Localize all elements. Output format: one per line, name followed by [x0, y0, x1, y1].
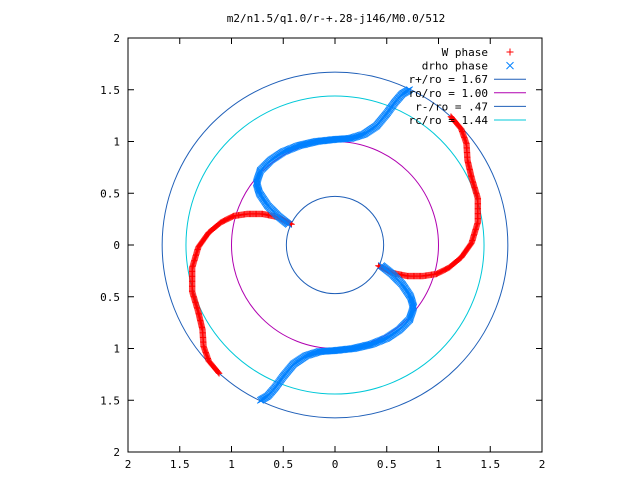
- legend-label: rc/ro = 1.44: [409, 114, 489, 127]
- drho-phase-point: [371, 339, 379, 347]
- drho-phase-point: [379, 336, 387, 344]
- drho-phase-point: [378, 336, 386, 344]
- x-tick-label: 1.5: [170, 458, 190, 471]
- drho-phase-point: [382, 335, 390, 343]
- w-phase-point: [447, 113, 455, 120]
- drho-phase-point: [359, 131, 367, 139]
- radius-circle: [285, 195, 385, 295]
- drho-phase-point: [377, 336, 385, 345]
- x-tick-label: 1: [435, 458, 442, 471]
- drho-phase-point: [284, 146, 292, 154]
- y-tick-label: 0: [113, 239, 120, 252]
- legend-label: W phase: [442, 46, 488, 59]
- drho-phase-point: [291, 143, 299, 151]
- y-tick-label: 0.5: [100, 291, 120, 304]
- y-tick-label: 1: [113, 136, 120, 149]
- drho-phase-point: [282, 147, 290, 155]
- drho-phase-point: [288, 144, 296, 153]
- x-tick-label: 0.5: [377, 458, 397, 471]
- drho-phase-point: [374, 337, 382, 346]
- radius-circle: [161, 71, 509, 419]
- radius-circle: [185, 95, 485, 395]
- y-tick-label: 2: [113, 446, 120, 459]
- y-tick-label: 0.5: [100, 187, 120, 200]
- x-tick-label: 0: [332, 458, 339, 471]
- y-tick-label: 2: [113, 32, 120, 45]
- x-tick-label: 2: [125, 458, 132, 471]
- drho-phase-point: [286, 145, 294, 153]
- x-tick-label: 0.5: [273, 458, 293, 471]
- drho-phase-point: [289, 144, 297, 152]
- y-tick-label: 1: [113, 343, 120, 356]
- drho-phase-point: [380, 335, 388, 343]
- drho-phase-point: [280, 147, 288, 155]
- legend-label: r+/ro = 1.67: [409, 73, 488, 86]
- chart-title: m2/n1.5/q1.0/r-+.28-j146/M0.0/512: [227, 12, 446, 25]
- legend-label: r-/ro = .47: [415, 100, 488, 113]
- drho-phase-point: [303, 351, 311, 359]
- legend-label: drho phase: [422, 60, 488, 73]
- drho-phase-point: [256, 396, 265, 404]
- drho-phase-point: [372, 338, 380, 347]
- legend-label: ro/ro = 1.00: [409, 87, 488, 100]
- w-phase-point: [448, 114, 455, 121]
- drho-phase-point: [283, 146, 291, 154]
- drho-phase-point: [373, 338, 381, 346]
- legend-marker: [506, 61, 514, 70]
- y-tick-label: 1.5: [100, 394, 120, 407]
- x-tick-label: 1: [228, 458, 235, 471]
- w-phase-point: [215, 370, 223, 377]
- drho-phase-point: [290, 143, 298, 152]
- axis-ticks: 2 1.5 1 0.5 0 0.5 1 1.5 221.510.500.511.52: [100, 32, 545, 471]
- phase-points: [188, 86, 482, 404]
- drho-phase-point: [405, 86, 414, 94]
- legend-marker: [506, 48, 514, 56]
- x-tick-label: 2: [539, 458, 546, 471]
- drho-phase-point: [376, 337, 384, 345]
- drho-phase-point: [285, 145, 293, 154]
- drho-phase-point: [279, 148, 287, 156]
- w-phase-point: [215, 369, 222, 376]
- x-tick-label: 1.5: [480, 458, 500, 471]
- drho-phase-point: [383, 334, 391, 342]
- y-tick-label: 1.5: [100, 84, 120, 97]
